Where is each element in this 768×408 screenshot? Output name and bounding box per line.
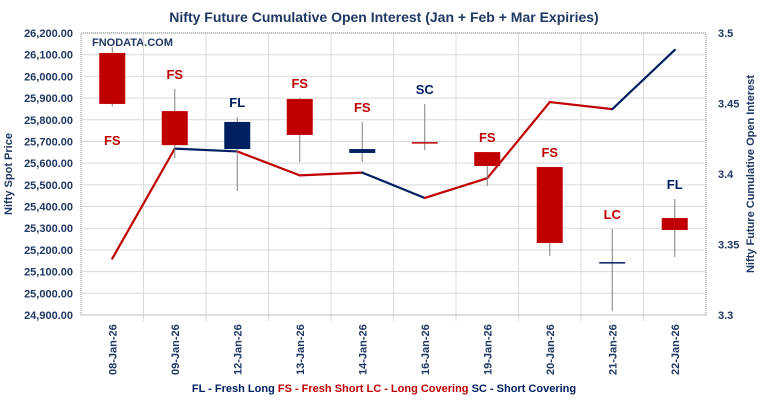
candle-body: [161, 111, 188, 146]
candle-body: [661, 218, 688, 230]
left-tick-label: 25,500.00: [24, 180, 73, 192]
left-tick-label: 25,300.00: [24, 223, 73, 235]
candle-body: [349, 149, 376, 153]
right-axis-title: Nifty Future Cumulative Open Interest: [745, 75, 757, 273]
left-tick-label: 25,100.00: [24, 267, 73, 279]
oi-line-segment: [298, 171, 364, 177]
left-tick-label: 26,000.00: [24, 71, 73, 83]
right-tick-label: 3.45: [718, 99, 739, 111]
candle-label: SC: [416, 82, 435, 97]
x-tick-label: 22-Jan-26: [670, 324, 682, 375]
oi-line-segment: [111, 147, 176, 260]
candle-body: [99, 52, 126, 104]
candle-body: [286, 98, 313, 135]
x-tick-label: 16-Jan-26: [420, 324, 432, 375]
oi-line-segment: [423, 177, 489, 200]
left-tick-label: 25,900.00: [24, 93, 73, 105]
x-tick-label: 09-Jan-26: [170, 324, 182, 375]
candle-label: FS: [354, 100, 371, 115]
candle-label: FL: [667, 177, 683, 192]
oi-line-segment: [548, 100, 614, 111]
candle-body: [411, 142, 438, 144]
candle-label: FL: [229, 95, 245, 110]
x-tick-label: 21-Jan-26: [607, 324, 619, 375]
x-tick-label: 19-Jan-26: [482, 324, 494, 375]
x-tick-label: 14-Jan-26: [357, 324, 369, 375]
candle-label: FS: [479, 130, 496, 145]
candle-body: [599, 262, 626, 264]
left-tick-label: 25,200.00: [24, 245, 73, 257]
candle-label: FS: [541, 145, 558, 160]
left-tick-label: 25,700.00: [24, 136, 73, 148]
candle-label: FS: [291, 76, 308, 91]
candle-body: [474, 152, 501, 166]
left-axis-title: Nifty Spot Price: [3, 133, 15, 215]
right-tick-label: 3.3: [718, 310, 733, 322]
oi-line-segment: [173, 147, 239, 153]
left-tick-label: 24,900.00: [24, 310, 73, 322]
plot-border: [80, 32, 707, 316]
left-tick-label: 25,800.00: [24, 115, 73, 127]
left-tick-label: 26,100.00: [24, 50, 73, 62]
legend-item: FS - Fresh Short: [275, 383, 364, 395]
legend-item: LC - Long Covering: [363, 383, 468, 395]
legend-item: SC - Short Covering: [469, 383, 577, 395]
right-tick-label: 3.5: [718, 28, 733, 40]
x-tick-label: 12-Jan-26: [232, 324, 244, 375]
x-tick-label: 13-Jan-26: [295, 324, 307, 375]
candle-label: LC: [604, 207, 622, 222]
candle-body: [224, 121, 251, 150]
left-tick-label: 25,400.00: [24, 202, 73, 214]
watermark: FNODATA.COM: [92, 37, 173, 49]
candle-body: [536, 167, 563, 243]
candle-label: FS: [166, 67, 183, 82]
left-tick-label: 26,200.00: [24, 28, 73, 40]
legend-item: FL - Fresh Long: [192, 383, 275, 395]
oi-line-segment: [236, 150, 301, 177]
x-tick-label: 20-Jan-26: [545, 324, 557, 375]
legend: FL - Fresh Long FS - Fresh Short LC - Lo…: [192, 383, 576, 395]
chart-title: Nifty Future Cumulative Open Interest (J…: [169, 9, 598, 25]
candle-label: FS: [104, 133, 121, 148]
left-tick-label: 25,000.00: [24, 288, 73, 300]
oi-line-segment: [361, 171, 426, 200]
x-tick-label: 08-Jan-26: [107, 324, 119, 375]
oi-line-segment: [611, 48, 676, 111]
right-tick-label: 3.4: [718, 169, 734, 181]
right-tick-label: 3.35: [718, 240, 739, 252]
left-tick-label: 25,600.00: [24, 158, 73, 170]
